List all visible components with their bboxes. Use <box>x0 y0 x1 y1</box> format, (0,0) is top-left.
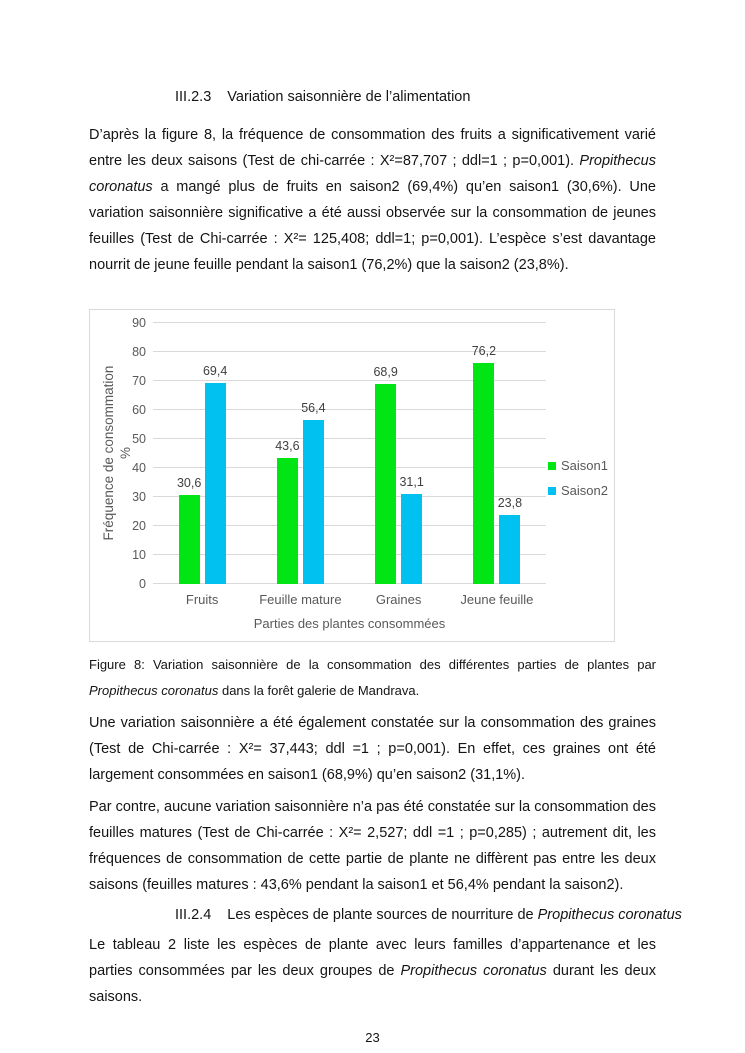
paragraph-tableau-2: Le tableau 2 liste les espèces de plante… <box>89 932 656 1010</box>
text-run: Figure 8: Variation saisonnière de la co… <box>89 657 656 672</box>
bar-saison2: 56,4 <box>301 401 326 584</box>
gridline <box>153 351 546 352</box>
text-run: Propithecus coronatus <box>89 153 656 195</box>
x-category-label: Graines <box>375 592 422 607</box>
gridline <box>153 525 546 526</box>
page-number: 23 <box>365 1030 380 1045</box>
bar-value-label: 56,4 <box>301 401 326 416</box>
category-group: 76,2 23,8 <box>448 323 546 584</box>
section-heading-323: III.2.3 Variation saisonnière de l’alimen… <box>89 84 656 110</box>
bar-saison2: 31,1 <box>399 475 424 584</box>
category-group: 30,6 69,4 <box>153 323 251 584</box>
text-run: Les espèces de plante sources de nourrit… <box>227 907 538 923</box>
gridline <box>153 438 546 439</box>
x-category-label: Jeune feuille <box>460 592 534 607</box>
text-run: durant les deux saisons. <box>89 963 656 1005</box>
section-heading-324: III.2.4 Les espèces de plante sources de … <box>89 902 682 928</box>
y-axis-ticks: 0 10 20 30 40 50 60 70 80 90 <box>90 316 146 591</box>
text-run: Le tableau 2 liste les espèces de plante… <box>89 937 656 979</box>
bar-value-label: 31,1 <box>399 474 424 489</box>
bar-saison1: 30,6 <box>177 476 201 584</box>
y-tick-label: 40 <box>132 461 146 475</box>
bar-saison1: 68,9 <box>373 365 398 584</box>
paragraph-graines-variation: Une variation saisonnière a été égalemen… <box>89 710 656 788</box>
figure-caption: Figure 8: Variation saisonnière de la co… <box>89 652 656 704</box>
gridline <box>153 467 546 468</box>
category-group: 68,9 31,1 <box>350 323 448 584</box>
y-tick-label: 80 <box>132 345 146 359</box>
legend-item-saison1: Saison1 <box>548 458 608 473</box>
legend-swatch-icon <box>548 461 556 470</box>
bar-saison2: 23,8 <box>498 496 522 584</box>
section-title: Les espèces de plante sources de nourrit… <box>227 907 682 923</box>
gridline <box>153 583 546 584</box>
section-number: III.2.3 <box>175 89 212 105</box>
bar-saison2: 69,4 <box>203 364 227 584</box>
gridline <box>153 554 546 555</box>
bar-saison1: 43,6 <box>275 439 300 584</box>
legend-swatch-icon <box>548 486 556 495</box>
text-run: Par contre, aucune variation saisonnière… <box>89 799 656 893</box>
section-title: Variation saisonnière de l’alimentation <box>227 89 471 105</box>
legend-label: Saison2 <box>561 483 608 498</box>
y-tick-label: 30 <box>132 490 146 504</box>
x-axis-title: Parties des plantes consommées <box>253 616 446 631</box>
figure-8-chart: Fréquence de consommation % 0 10 20 30 40 50 6… <box>89 309 615 642</box>
bar-value-label: 76,2 <box>471 344 497 359</box>
x-axis-category-labels: Fruits Feuille mature Graines Jeune feuille <box>153 592 546 607</box>
x-category-label: Feuille mature <box>259 592 342 607</box>
y-tick-label: 90 <box>132 316 146 330</box>
text-run: a mangé plus de fruits en saison2 (69,4%… <box>89 179 656 273</box>
y-tick-label: 70 <box>132 374 146 388</box>
bars-layer: 30,6 69,4 43,6 56,4 68,9 31,1 76,2 23,8 <box>153 323 546 584</box>
legend-label: Saison1 <box>561 458 608 473</box>
bar-value-label: 23,8 <box>497 495 523 510</box>
y-tick-label: 10 <box>132 548 146 562</box>
x-category-label: Fruits <box>185 592 219 607</box>
text-run: Propithecus coronatus <box>400 963 547 979</box>
paragraph-feuilles-matures: Par contre, aucune variation saisonnière… <box>89 794 656 898</box>
bar-value-label: 68,9 <box>373 365 398 380</box>
text-run: Propithecus coronatus <box>537 907 682 923</box>
bar-value-label: 69,4 <box>202 363 228 378</box>
y-tick-label: 50 <box>132 432 146 446</box>
paragraph-fruit-variation: D’après la figure 8, la fréquence de con… <box>89 122 656 278</box>
y-tick-label: 0 <box>139 577 146 591</box>
text-run: Une variation saisonnière a été égalemen… <box>89 715 656 783</box>
text-run: dans la forêt galerie de Mandrava. <box>218 683 420 698</box>
text-run: Propithecus coronatus <box>89 683 219 698</box>
chart-legend: Saison1 Saison2 <box>548 458 608 508</box>
plot-area: 30,6 69,4 43,6 56,4 68,9 31,1 76,2 23,8 <box>153 322 546 584</box>
legend-item-saison2: Saison2 <box>548 483 608 498</box>
y-tick-label: 60 <box>132 403 146 417</box>
bar-value-label: 30,6 <box>176 476 202 491</box>
gridline <box>153 380 546 381</box>
gridline <box>153 322 546 323</box>
text-run: D’après la figure 8, la fréquence de con… <box>89 127 656 169</box>
bar-value-label: 43,6 <box>275 438 300 453</box>
gridline <box>153 496 546 497</box>
category-group: 43,6 56,4 <box>251 323 349 584</box>
y-tick-label: 20 <box>132 519 146 533</box>
bar-saison1: 76,2 <box>472 344 496 584</box>
gridline <box>153 409 546 410</box>
section-number: III.2.4 <box>175 907 212 923</box>
